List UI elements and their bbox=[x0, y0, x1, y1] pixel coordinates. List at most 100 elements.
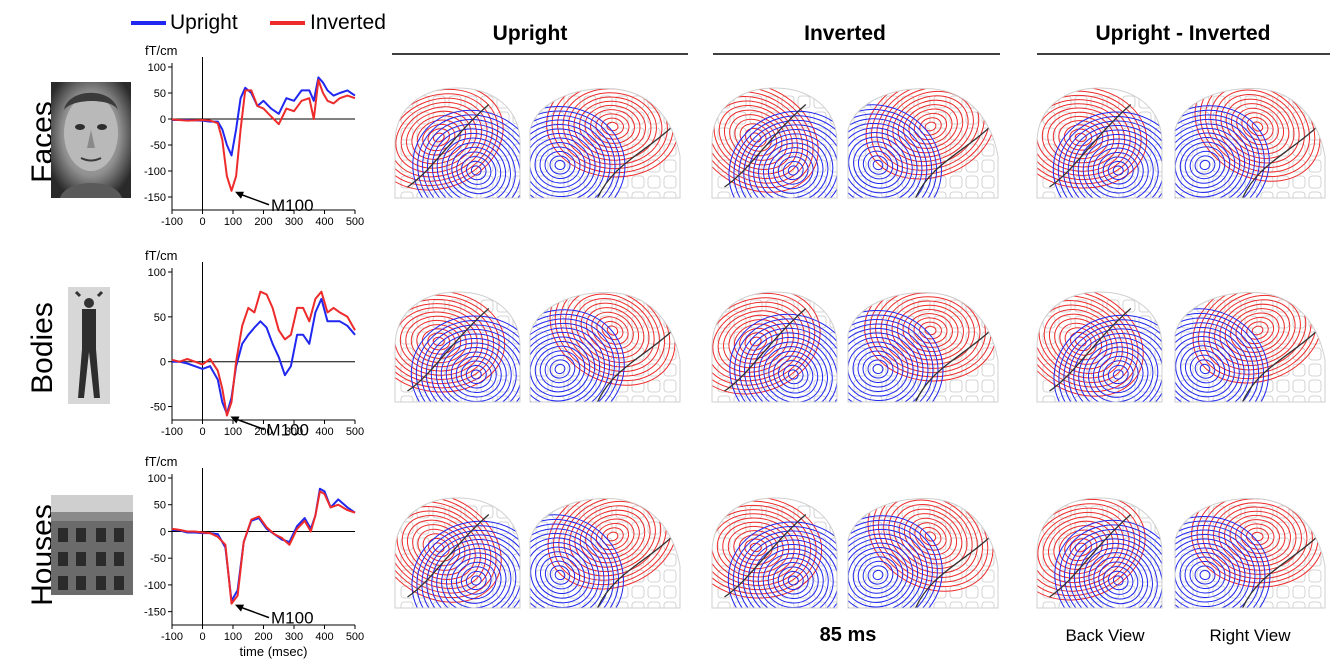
sensor-cell bbox=[1090, 95, 1104, 109]
contour-negative bbox=[530, 327, 605, 402]
sensor-cell bbox=[416, 601, 430, 608]
contour-negative bbox=[1199, 363, 1211, 375]
sensor-cell bbox=[400, 601, 414, 608]
y-tick-label: -150 bbox=[144, 192, 166, 204]
sensor-cell bbox=[1106, 395, 1120, 402]
sensor-cell bbox=[615, 191, 629, 198]
sensor-cell bbox=[631, 569, 645, 583]
contour-negative bbox=[848, 533, 923, 608]
contour-positive bbox=[887, 91, 974, 162]
contour-negative bbox=[773, 355, 814, 394]
sensor-cell bbox=[1196, 159, 1210, 173]
contour-positive bbox=[883, 498, 978, 579]
sensor-cell bbox=[717, 537, 731, 551]
sensor-cell bbox=[981, 585, 995, 599]
head-outline bbox=[847, 497, 999, 609]
sensor-cell bbox=[583, 299, 597, 313]
sensor-cell bbox=[1154, 299, 1162, 313]
contour-positive bbox=[898, 508, 963, 565]
contour-positive bbox=[579, 509, 646, 564]
contour-negative bbox=[530, 546, 590, 604]
sensor-cell bbox=[813, 505, 827, 519]
contour-positive bbox=[1037, 94, 1137, 181]
contour-negative bbox=[1078, 542, 1158, 608]
sensor-cell bbox=[1106, 95, 1120, 109]
contour-positive bbox=[897, 99, 964, 154]
sensor-cell bbox=[933, 601, 947, 608]
sensor-cell bbox=[1058, 601, 1072, 608]
sensor-cell bbox=[949, 395, 963, 402]
sensor-cell bbox=[901, 521, 915, 535]
topo-map-right-view bbox=[1174, 291, 1326, 403]
contour-negative bbox=[1082, 138, 1154, 198]
contour-positive bbox=[606, 531, 619, 542]
sensor-cell bbox=[933, 379, 947, 393]
sensor-cell bbox=[663, 585, 677, 599]
sensor-cell bbox=[749, 95, 763, 109]
sensor-cell bbox=[981, 143, 995, 157]
sensor-cell bbox=[901, 585, 915, 599]
sensor-cell bbox=[1260, 537, 1274, 551]
contour-negative bbox=[530, 128, 601, 198]
sensor-cell bbox=[1180, 379, 1194, 393]
contour-negative bbox=[1077, 133, 1159, 198]
sensor-cell bbox=[599, 299, 613, 313]
sensor-cell bbox=[1138, 601, 1152, 608]
contour-negative bbox=[729, 313, 837, 402]
contour-negative bbox=[539, 555, 581, 595]
sensor-cell bbox=[813, 395, 827, 402]
contour-positive bbox=[913, 112, 948, 141]
head-outline bbox=[847, 291, 999, 403]
sensor-cell bbox=[567, 315, 581, 329]
contour-negative bbox=[1107, 160, 1129, 181]
y-tick-label: -50 bbox=[150, 553, 166, 565]
contour-negative bbox=[857, 350, 899, 388]
sensor-cell bbox=[1308, 395, 1322, 402]
contour-negative bbox=[852, 551, 904, 599]
contour-negative bbox=[737, 530, 837, 608]
sensor-cell bbox=[1180, 159, 1194, 173]
contour-negative bbox=[446, 142, 507, 198]
contour-negative bbox=[415, 319, 520, 402]
contour-zero bbox=[1241, 126, 1318, 198]
sensor-cell bbox=[1154, 505, 1162, 519]
y-tick-label: 0 bbox=[160, 357, 166, 369]
sensor-cell bbox=[869, 553, 883, 567]
sensor-cell bbox=[496, 315, 510, 329]
contour-zero bbox=[407, 308, 490, 392]
sensor-cell bbox=[781, 395, 795, 402]
contour-negative bbox=[848, 528, 928, 608]
sensor-cell bbox=[1042, 347, 1056, 361]
sensor-cell bbox=[647, 191, 661, 198]
y-tick-label: 100 bbox=[148, 267, 166, 279]
contour-positive bbox=[584, 104, 641, 149]
y-tick-label: -100 bbox=[144, 580, 166, 592]
sensor-cell bbox=[1308, 505, 1322, 519]
sensor-cell bbox=[400, 553, 414, 567]
sensor-cell bbox=[432, 537, 446, 551]
sensor-cell bbox=[448, 191, 462, 198]
contour-negative bbox=[530, 537, 600, 608]
contour-negative bbox=[1054, 519, 1162, 608]
contour-negative bbox=[848, 122, 923, 198]
sensor-cell bbox=[813, 95, 827, 109]
contour-zero bbox=[1049, 514, 1132, 598]
sensor-cell bbox=[901, 601, 915, 608]
contour-positive bbox=[601, 527, 624, 546]
contour-negative bbox=[1175, 538, 1246, 608]
contour-negative bbox=[872, 159, 884, 171]
contour-negative bbox=[848, 113, 933, 198]
x-tick-label: 0 bbox=[199, 216, 205, 228]
contour-negative bbox=[1175, 529, 1256, 608]
contour-negative bbox=[554, 159, 566, 171]
sensor-cell bbox=[813, 159, 827, 173]
sensor-cell bbox=[1058, 315, 1072, 329]
contour-positive bbox=[712, 504, 812, 591]
sensor-cell bbox=[869, 191, 883, 198]
annotation-label: M100 bbox=[271, 609, 314, 628]
contour-positive bbox=[563, 498, 662, 577]
sensor-cell bbox=[813, 363, 827, 377]
sensor-cell bbox=[797, 585, 811, 599]
sensor-cell bbox=[583, 191, 597, 198]
contour-negative bbox=[549, 155, 571, 175]
